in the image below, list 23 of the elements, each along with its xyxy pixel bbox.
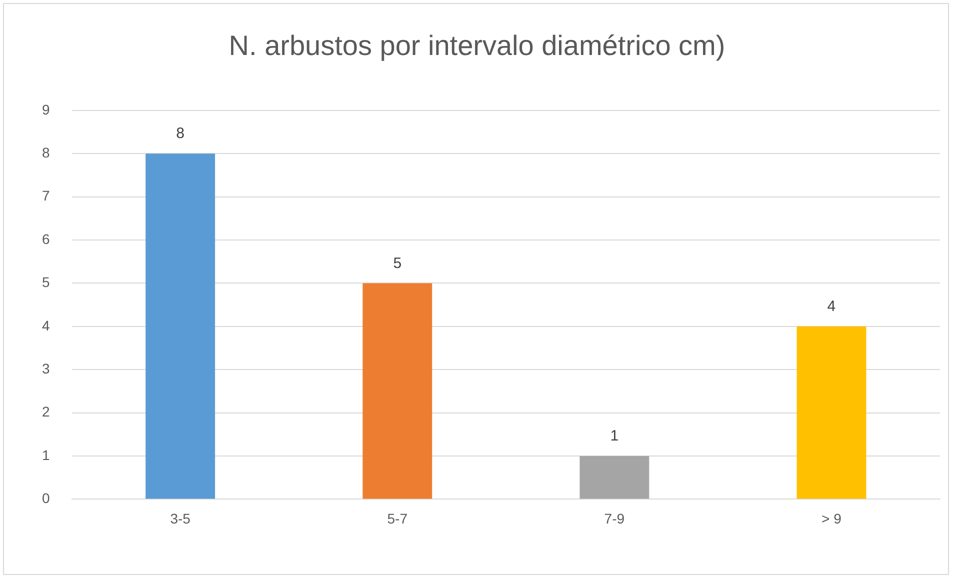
y-tick-label: 7 bbox=[42, 188, 50, 204]
x-tick-label: > 9 bbox=[822, 510, 842, 526]
y-tick-label: 1 bbox=[42, 446, 50, 463]
y-tick-label: 4 bbox=[42, 317, 50, 334]
x-tick-label: 7-9 bbox=[604, 510, 625, 526]
x-tick-label: 3-5 bbox=[170, 510, 191, 526]
bar bbox=[580, 456, 650, 499]
chart-title: N. arbustos por intervalo diamétrico cm) bbox=[228, 30, 726, 62]
bar bbox=[362, 283, 432, 499]
bar bbox=[796, 326, 866, 499]
y-tick-label: 2 bbox=[42, 404, 50, 420]
y-tick-label: 5 bbox=[42, 274, 50, 290]
y-tick-label: 3 bbox=[42, 360, 50, 376]
y-tick-label: 9 bbox=[42, 101, 50, 118]
y-tick-label: 0 bbox=[42, 490, 50, 506]
x-tick-label: 5-7 bbox=[387, 510, 408, 526]
data-label: 1 bbox=[610, 428, 619, 445]
bar bbox=[146, 154, 216, 499]
data-label: 8 bbox=[176, 125, 184, 142]
data-label: 5 bbox=[393, 254, 402, 272]
data-label: 4 bbox=[827, 298, 836, 316]
y-tick-label: 6 bbox=[42, 230, 50, 247]
y-tick-label: 8 bbox=[42, 144, 50, 160]
